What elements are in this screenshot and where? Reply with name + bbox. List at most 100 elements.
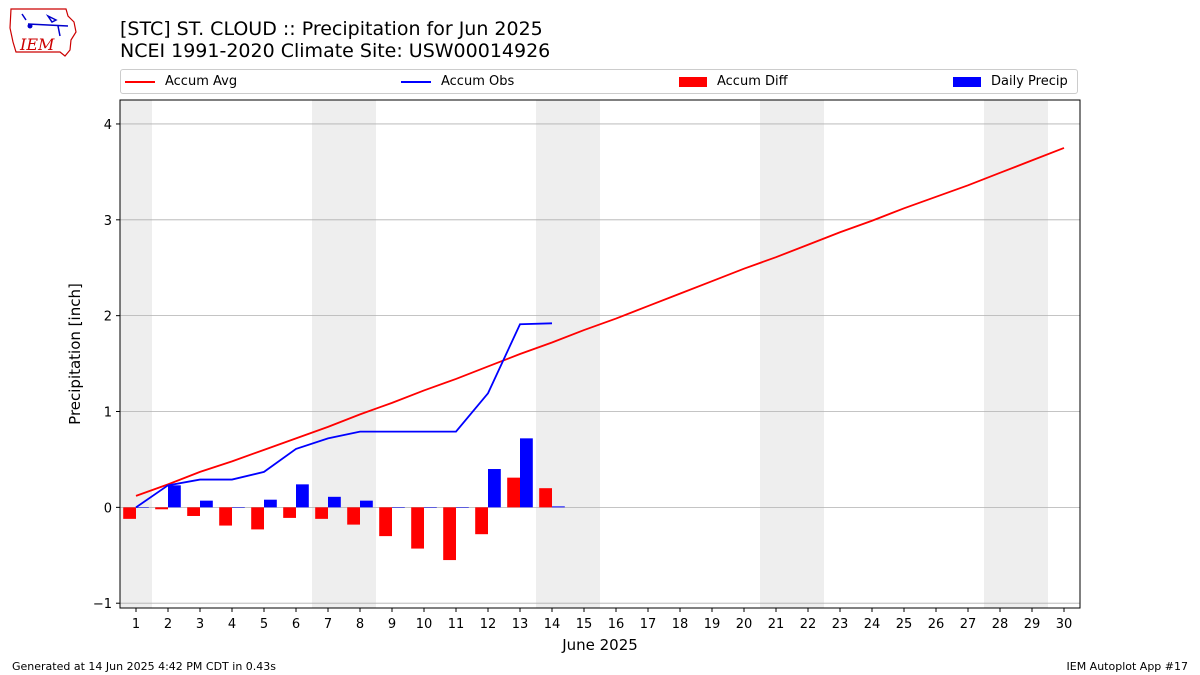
x-tick-label: 25 xyxy=(896,617,913,632)
diff-bar-7 xyxy=(315,507,328,519)
weekend-shade-28 xyxy=(984,100,1016,608)
x-tick-label: 24 xyxy=(864,617,881,632)
plot-frame xyxy=(119,99,1081,609)
diff-bar-10 xyxy=(411,507,424,549)
weekend-shade-29 xyxy=(1016,100,1048,608)
daily-bar-6 xyxy=(296,484,309,508)
y-tick-label: 1 xyxy=(104,406,112,421)
x-tick-label: 4 xyxy=(228,617,236,632)
accum-avg-line xyxy=(135,147,1065,497)
legend-item-accum-avg: Accum Avg xyxy=(125,74,237,89)
diff-bar-8 xyxy=(347,507,360,525)
x-tick-label: 23 xyxy=(832,617,849,632)
x-tick-label: 14 xyxy=(544,617,561,632)
iem-logo: IEM xyxy=(9,8,77,57)
x-axis-label: June 2025 xyxy=(561,636,638,654)
diff-bar-3 xyxy=(187,507,200,516)
weekend-shade-15 xyxy=(568,100,600,608)
weekend-shade-21 xyxy=(760,100,792,608)
legend-label-daily-precip: Daily Precip xyxy=(991,74,1068,89)
weekend-shade-1 xyxy=(120,100,152,608)
x-tick-label: 3 xyxy=(196,617,204,632)
y-tick-label: 4 xyxy=(104,118,112,133)
x-tick-label: 13 xyxy=(512,617,529,632)
x-tick-label: 19 xyxy=(704,617,721,632)
footer-generated: Generated at 14 Jun 2025 4:42 PM CDT in … xyxy=(12,660,277,673)
legend-swatch-accum-obs xyxy=(401,80,431,83)
y-axis-label: Precipitation [inch] xyxy=(66,283,84,425)
x-tick-label: 16 xyxy=(608,617,625,632)
daily-bar-3 xyxy=(200,500,213,508)
weekend-shade-8 xyxy=(344,100,376,608)
chart-subtitle: NCEI 1991-2020 Climate Site: USW00014926 xyxy=(120,40,551,62)
diff-bar-12 xyxy=(475,507,488,535)
x-tick-label: 5 xyxy=(260,617,268,632)
x-tick-label: 21 xyxy=(768,617,785,632)
diff-bar-13 xyxy=(507,477,520,508)
daily-bar-12 xyxy=(488,469,501,508)
weekend-shade-14 xyxy=(536,100,568,608)
x-tick-label: 17 xyxy=(640,617,657,632)
daily-bar-14 xyxy=(552,506,565,508)
logo-text: IEM xyxy=(19,35,55,54)
diff-bar-5 xyxy=(251,507,264,530)
daily-bar-11 xyxy=(456,507,469,508)
legend-swatch-accum-avg xyxy=(125,80,155,83)
chart-title: [STC] ST. CLOUD :: Precipitation for Jun… xyxy=(120,18,543,40)
daily-bar-13 xyxy=(520,438,533,508)
daily-bar-9 xyxy=(392,507,405,508)
x-tick-label: 22 xyxy=(800,617,817,632)
legend-label-accum-diff: Accum Diff xyxy=(717,74,788,89)
x-tick-label: 11 xyxy=(448,617,465,632)
weekend-shade-22 xyxy=(792,100,824,608)
y-tick-label: 2 xyxy=(104,310,112,325)
x-tick-label: 20 xyxy=(736,617,753,632)
y-tick-label: −1 xyxy=(93,597,112,612)
legend: Accum Avg Accum Obs Accum Diff Daily Pre… xyxy=(120,69,1078,94)
x-tick-label: 2 xyxy=(164,617,172,632)
diff-bar-1 xyxy=(123,507,136,519)
x-tick-label: 30 xyxy=(1056,617,1073,632)
legend-item-accum-diff: Accum Diff xyxy=(679,74,788,89)
x-tick-label: 6 xyxy=(292,617,300,632)
weekend-shade-7 xyxy=(312,100,344,608)
daily-bar-7 xyxy=(328,496,341,508)
x-tick-label: 15 xyxy=(576,617,593,632)
diff-bar-11 xyxy=(443,507,456,561)
daily-bar-2 xyxy=(168,485,181,508)
weekend-shading xyxy=(120,100,1048,608)
y-tick-label: 3 xyxy=(104,214,112,229)
x-ticks: 1 2 3 4 5 6 7 8 9 10 11 12 13 14 15 16 17 18 19 20 21 22 23 24 2… xyxy=(132,608,1072,632)
legend-label-accum-obs: Accum Obs xyxy=(441,74,515,89)
x-tick-label: 26 xyxy=(928,617,945,632)
diff-bar-9 xyxy=(379,507,392,537)
x-tick-label: 7 xyxy=(324,617,332,632)
y-tick-label: 0 xyxy=(104,501,112,516)
diff-bar-14 xyxy=(539,488,552,508)
daily-bar-8 xyxy=(360,500,373,508)
legend-swatch-accum-diff xyxy=(679,76,707,87)
accum-obs-line xyxy=(135,322,553,509)
x-tick-label: 1 xyxy=(132,617,140,632)
daily-bar-4 xyxy=(232,507,245,508)
diff-bar-6 xyxy=(283,507,296,518)
x-tick-label: 9 xyxy=(388,617,396,632)
footer-app: IEM Autoplot App #17 xyxy=(1066,660,1189,673)
daily-bar-10 xyxy=(424,507,437,508)
daily-bar-5 xyxy=(264,499,277,508)
legend-item-daily-precip: Daily Precip xyxy=(953,74,1068,89)
x-tick-label: 8 xyxy=(356,617,364,632)
daily-bar-1 xyxy=(136,507,149,508)
gridlines xyxy=(120,123,1080,604)
x-tick-label: 28 xyxy=(992,617,1009,632)
bars xyxy=(123,438,565,561)
x-tick-label: 10 xyxy=(416,617,433,632)
x-tick-label: 29 xyxy=(1024,617,1041,632)
legend-label-accum-avg: Accum Avg xyxy=(165,74,238,89)
diff-bar-4 xyxy=(219,507,232,526)
x-tick-label: 18 xyxy=(672,617,689,632)
x-tick-label: 27 xyxy=(960,617,977,632)
y-ticks: −1 0 1 2 3 4 xyxy=(93,118,120,612)
x-tick-label: 12 xyxy=(480,617,497,632)
